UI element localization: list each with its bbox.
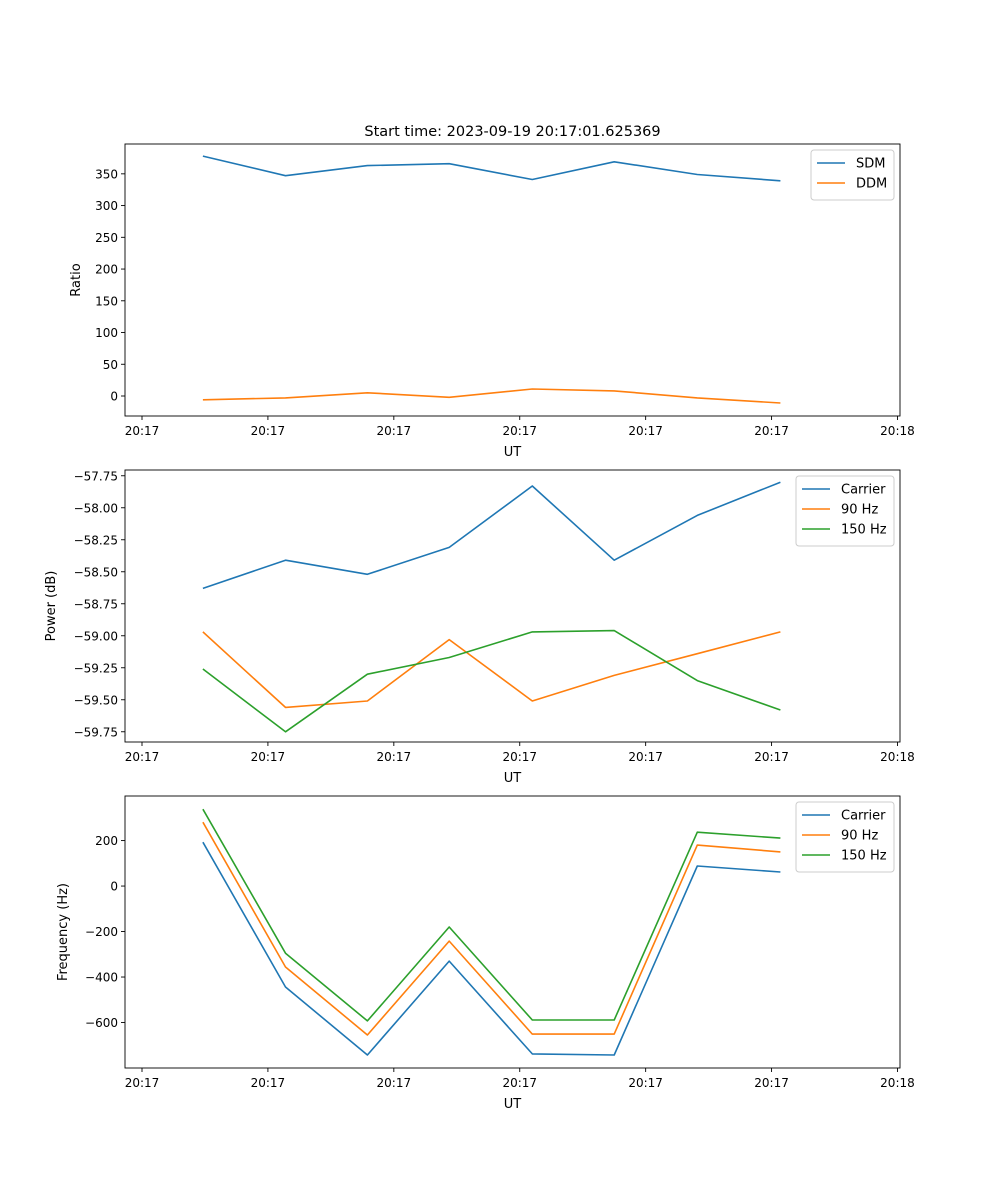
legend-label: 90 Hz [841,829,878,844]
y-tick-label: 100 [95,326,118,340]
x-tick-label: 20:18 [880,424,915,438]
y-axis-label: Ratio [69,263,84,296]
y-tick-label: −59.00 [74,629,118,643]
x-tick-label: 20:17 [628,750,663,764]
x-tick-label: 20:17 [377,750,412,764]
x-tick-label: 20:17 [502,1076,537,1090]
y-tick-label: 200 [95,263,118,277]
x-tick-label: 20:17 [125,424,160,438]
x-tick-label: 20:17 [628,424,663,438]
x-tick-label: 20:17 [251,750,286,764]
y-tick-label: 300 [95,199,118,213]
series-line-sdm [203,156,781,181]
legend-label: DDM [856,177,887,192]
series-line-ddm [203,389,781,403]
x-tick-label: 20:17 [754,750,789,764]
x-tick-label: 20:17 [754,1076,789,1090]
y-tick-label: 200 [95,834,118,848]
x-tick-label: 20:17 [251,424,286,438]
legend-label: 150 Hz [841,523,887,538]
y-tick-label: −57.75 [74,469,118,483]
y-tick-label: −600 [85,1016,118,1030]
y-tick-label: −59.25 [74,661,118,675]
y-tick-label: −58.50 [74,565,118,579]
legend: SDM DDM [811,150,894,200]
x-tick-label: 20:17 [754,424,789,438]
y-axis-label: Frequency (Hz) [56,883,71,981]
y-tick-label: 150 [95,294,118,308]
x-tick-label: 20:18 [880,750,915,764]
subplot-3: 20:17 20:17 20:17 20:17 20:17 20:17 20:18 UT 200… [56,796,915,1112]
x-tick-label: 20:17 [125,1076,160,1090]
x-tick-label: 20:17 [502,750,537,764]
subplot-2: 20:17 20:17 20:17 20:17 20:17 20:17 20:18 UT −57… [44,469,915,786]
legend-label: SDM [856,157,885,172]
axes-frame [125,796,900,1068]
y-tick-label: −58.25 [74,533,118,547]
x-axis-label: UT [504,1097,522,1112]
legend: Carrier 90 Hz 150 Hz [796,476,894,546]
y-axis-label: Power (dB) [44,571,59,642]
series-line-carrier [203,842,781,1055]
legend-label: Carrier [841,809,886,824]
y-tick-label: −58.75 [74,597,118,611]
y-tick-label: −59.50 [74,693,118,707]
chart-title: Start time: 2023-09-19 20:17:01.625369 [364,124,660,140]
series-line-carrier [203,482,781,588]
legend-label: 90 Hz [841,503,878,518]
y-tick-label: 50 [103,358,118,372]
y-tick-label: −400 [85,971,118,985]
legend-label: Carrier [841,483,886,498]
legend-label: 150 Hz [841,849,887,864]
y-tick-label: −200 [85,925,118,939]
axes-frame [125,470,900,742]
x-tick-label: 20:17 [502,424,537,438]
x-tick-label: 20:17 [377,424,412,438]
series-line-90-hz [203,822,781,1035]
series-line-150-hz [203,631,781,732]
y-tick-label: 250 [95,231,118,245]
x-tick-label: 20:18 [880,1076,915,1090]
x-axis-label: UT [504,771,522,786]
series-line-90-hz [203,632,781,708]
y-tick-label: −59.75 [74,725,118,739]
axes-frame [125,144,900,416]
y-tick-label: 0 [110,880,118,894]
x-axis-label: UT [504,445,522,460]
x-tick-label: 20:17 [377,1076,412,1090]
y-tick-label: 0 [110,390,118,404]
x-tick-label: 20:17 [125,750,160,764]
legend: Carrier 90 Hz 150 Hz [796,802,894,872]
y-tick-label: 350 [95,167,118,181]
y-tick-label: −58.00 [74,501,118,515]
x-tick-label: 20:17 [628,1076,663,1090]
subplot-1: Start time: 2023-09-19 20:17:01.625369 20… [69,124,915,460]
x-tick-label: 20:17 [251,1076,286,1090]
